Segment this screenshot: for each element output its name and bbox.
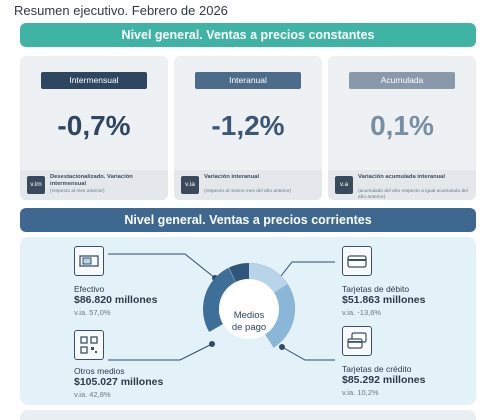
card-note: v.a Variación acumulada interanual (acum… <box>328 170 476 200</box>
connector-efectivo <box>108 253 216 279</box>
item-label-credito: Tarjetas de crédito <box>342 364 412 374</box>
cash-icon <box>74 246 104 276</box>
item-variation-efectivo: v.ia. 57,0% <box>74 308 111 317</box>
page-title: Resumen ejecutivo. Febrero de 2026 <box>14 3 228 18</box>
note-title: Variación interanual <box>204 174 260 180</box>
card-interanual: Interanual -1,2% v.ia Variación interanu… <box>174 56 322 200</box>
note-subtitle: (respecto al mismo mes del año anterior) <box>204 189 292 194</box>
card-tag: Acumulada <box>349 72 455 89</box>
item-variation-credito: v.ia. 10,2% <box>342 388 379 397</box>
debit-card-icon <box>342 246 372 276</box>
donut-center-line-2: de pago <box>231 322 267 333</box>
note-badge: v.ia <box>181 176 199 194</box>
card-value: -1,2% <box>211 110 285 141</box>
donut-segment-debito <box>203 263 295 355</box>
note-badge: v.a <box>335 176 353 194</box>
item-label-otros: Otros medios <box>74 366 125 376</box>
connector-otros <box>108 343 213 361</box>
item-amount-efectivo: $86.820 millones <box>74 294 158 306</box>
card-value: 0,1% <box>370 110 434 141</box>
donut-center-line-1: Medios <box>233 310 265 321</box>
card-acumulada: Acumulada 0,1% v.a Variación acumulada i… <box>328 56 476 200</box>
donut-segment-efectivo <box>203 263 295 355</box>
card-intermensual: Intermensual -0,7% v.im Desestacionaliza… <box>20 56 168 200</box>
card-tag: Intermensual <box>41 72 147 89</box>
donut-center <box>219 279 279 339</box>
card-value: -0,7% <box>57 110 131 141</box>
item-amount-otros: $105.027 millones <box>74 376 164 388</box>
note-title: Variación acumulada interanual <box>358 174 445 180</box>
note-subtitle: (respecto al mes anterior) <box>50 189 105 194</box>
item-label-efectivo: Efectivo <box>74 284 105 294</box>
donut-center-label: Medios de pago <box>224 310 274 334</box>
item-variation-debito: v.ia. -13,6% <box>342 308 382 317</box>
note-subtitle: (acumulado del año respecto a igual acum… <box>358 189 468 200</box>
item-label-debito: Tarjetas de débito <box>342 284 410 294</box>
card-tag: Interanual <box>195 72 301 89</box>
card-note: v.im Desestacionalizado. Variación inter… <box>20 170 168 200</box>
section-banner-constant-prices: Nivel general. Ventas a precios constant… <box>20 23 476 47</box>
credit-cards-icon <box>342 326 372 356</box>
item-amount-credito: $85.292 millones <box>342 374 426 386</box>
connector-dot <box>279 344 285 350</box>
section-banner-current-prices: Nivel general. Ventas a precios corrient… <box>20 208 476 232</box>
note-badge: v.im <box>27 176 45 194</box>
next-panel <box>20 410 476 420</box>
payment-methods-donut <box>203 263 295 355</box>
qr-code-icon <box>74 330 104 360</box>
item-variation-otros: v.ia. 42,8% <box>74 390 111 399</box>
item-amount-debito: $51.863 millones <box>342 294 426 306</box>
card-note: v.ia Variación interanual (respecto al m… <box>174 170 322 200</box>
connector-dot <box>209 341 215 347</box>
connector-credito <box>281 346 335 361</box>
note-title: Desestacionalizado. Variación intermensu… <box>50 174 133 187</box>
